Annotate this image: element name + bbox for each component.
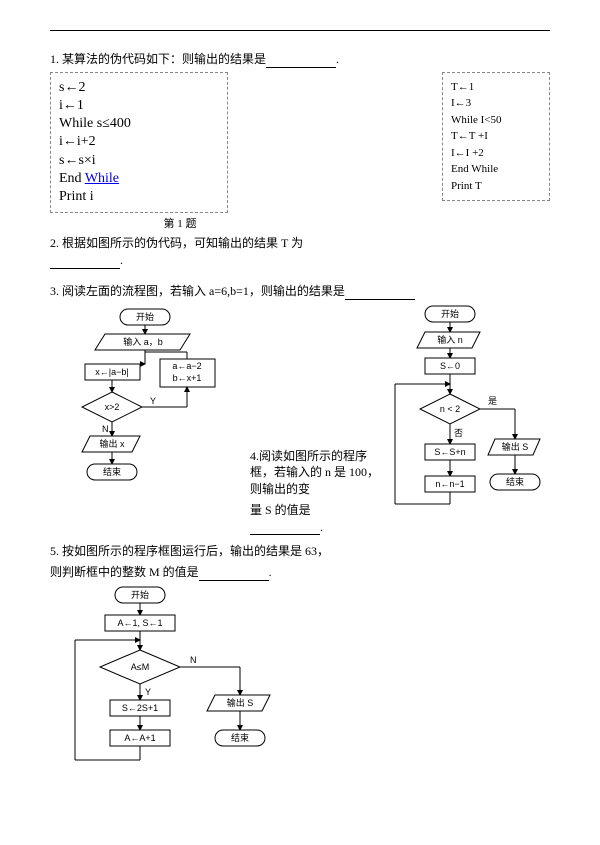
fc-end: 结束 <box>231 732 249 743</box>
q1-prompt: 1. 某算法的伪代码如下：则输出的结果是 <box>50 52 266 66</box>
fc-no: N <box>190 655 197 665</box>
fc-proc: S←0 <box>440 361 460 371</box>
fc-yes: 是 <box>488 396 497 406</box>
q4-text1: 4.阅读如图所示的程序框，若输入的 n 是 100，则输出的变 <box>250 448 380 498</box>
fc-input: 输入 n <box>437 334 463 345</box>
fc-yes: Y <box>150 396 156 406</box>
q5-prompt: 则判断框中的整数 M 的值是 <box>50 565 199 579</box>
page: 1. 某算法的伪代码如下：则输出的结果是. s←2 i←1 While s≤40… <box>0 0 600 845</box>
q3-flowchart: 开始 输入 a，b x←|a−b| a←a−2 b←x+1 x>2 Y N 输出 … <box>50 304 250 514</box>
code-line: While s≤400 <box>59 116 131 131</box>
code-line: s←s×i <box>59 153 96 168</box>
fc-decision: n < 2 <box>440 404 460 414</box>
code-line: End <box>59 171 85 186</box>
fc-end: 结束 <box>103 466 121 477</box>
fc-end: 结束 <box>506 476 524 487</box>
fc-output: 输出 S <box>227 697 254 708</box>
fc-yes: Y <box>145 687 151 697</box>
code-line: I←I +2 <box>451 147 484 159</box>
q2-text: 2. 根据如图所示的伪代码，可知输出的结果 T 为. <box>50 235 310 269</box>
q5-text1: 5. 按如图所示的程序框图运行后，输出的结果是 63， <box>50 543 550 560</box>
fc-proc: A←A+1 <box>124 733 155 743</box>
q2-codebox: T←1 I←3 While I<50 T←T +I I←I +2 End Whi… <box>442 72 550 202</box>
q1-q2-row: s←2 i←1 While s≤400 i←i+2 s←s×i End Whil… <box>50 72 550 273</box>
q4-text-wrap: 4.阅读如图所示的程序框，若输入的 n 是 100，则输出的变 量 S 的值是. <box>250 304 380 540</box>
fc-no: N <box>102 424 109 434</box>
q2-prompt: 2. 根据如图所示的伪代码，可知输出的结果 T 为 <box>50 236 303 250</box>
blank <box>199 568 269 581</box>
fc-start: 开始 <box>131 589 149 600</box>
fc-start: 开始 <box>136 311 154 322</box>
q3-q4-row: 开始 输入 a，b x←|a−b| a←a−2 b←x+1 x>2 Y N 输出 … <box>50 304 550 540</box>
code-line: Print T <box>451 180 482 192</box>
q3-prompt: 3. 阅读左面的流程图，若输入 a=6,b=1，则输出的结果是 <box>50 284 345 298</box>
fc-proc: A←1, S←1 <box>117 618 162 628</box>
q1-caption: 第 1 题 <box>50 215 310 231</box>
code-line: Print i <box>59 189 94 204</box>
code-line: i←i+2 <box>59 134 96 149</box>
fc-proc: b←x+1 <box>173 373 202 383</box>
q1-codebox: s←2 i←1 While s≤400 i←i+2 s←s×i End Whil… <box>50 72 228 213</box>
fc-start: 开始 <box>441 308 459 319</box>
q4-prompt: 量 S 的值是 <box>250 503 311 517</box>
q4-flowchart: 开始 输入 n S←0 n < 2 是 否 输出 S 结束 S←S+n n←n−… <box>380 304 550 539</box>
code-line: End While <box>451 163 498 175</box>
fc-proc: x←|a−b| <box>95 367 128 377</box>
fc-proc: S←2S+1 <box>122 703 158 713</box>
fc-output: 输出 S <box>502 441 529 452</box>
while-link[interactable]: While <box>85 171 119 186</box>
blank <box>266 55 336 68</box>
top-rule <box>50 30 550 31</box>
q5-text2: 则判断框中的整数 M 的值是. <box>50 564 550 581</box>
blank <box>345 287 415 300</box>
q1-code-wrap: s←2 i←1 While s≤400 i←i+2 s←s×i End Whil… <box>50 72 310 273</box>
q5-flowchart: 开始 A←1, S←1 A≤M Y N 输出 S 结束 S←2S+1 A←A+1 <box>50 585 310 785</box>
code-line: T←T +I <box>451 130 488 142</box>
fc-proc: n←n−1 <box>435 479 464 489</box>
fc-decision: x>2 <box>105 402 120 412</box>
blank <box>50 256 120 269</box>
q3-text: 3. 阅读左面的流程图，若输入 a=6,b=1，则输出的结果是 <box>50 283 550 300</box>
fc-output: 输出 x <box>99 438 125 449</box>
fc-no: 否 <box>454 428 463 438</box>
q1-text: 1. 某算法的伪代码如下：则输出的结果是. <box>50 51 550 68</box>
code-line: I←3 <box>451 97 471 109</box>
fc-proc: S←S+n <box>434 447 465 457</box>
fc-decision: A≤M <box>131 662 149 672</box>
fc-input: 输入 a，b <box>123 336 163 347</box>
blank <box>250 522 320 535</box>
code-line: s←2 <box>59 80 85 95</box>
code-line: While I<50 <box>451 114 502 126</box>
code-line: T←1 <box>451 81 474 93</box>
code-line: i←1 <box>59 98 84 113</box>
q4-text2: 量 S 的值是. <box>250 502 380 536</box>
fc-proc: a←a−2 <box>172 361 201 371</box>
